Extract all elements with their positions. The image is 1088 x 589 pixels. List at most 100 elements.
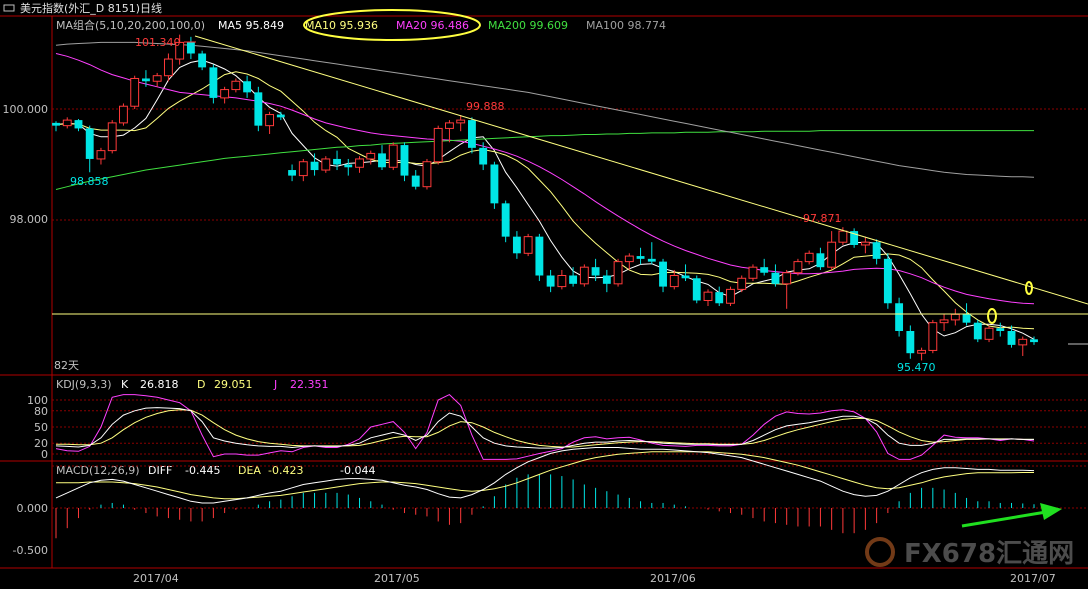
candle bbox=[276, 111, 285, 121]
candle bbox=[141, 70, 150, 87]
candle bbox=[400, 142, 409, 182]
candle bbox=[490, 161, 499, 209]
candle bbox=[557, 269, 567, 290]
kdj-j-value: 22.351 bbox=[290, 378, 329, 391]
candle bbox=[119, 103, 128, 126]
panel-frames bbox=[0, 15, 1088, 569]
kdj-tick: 80 bbox=[34, 405, 48, 418]
candle bbox=[220, 86, 230, 104]
ma-line-ma200 bbox=[55, 130, 1034, 190]
peak-may-label: 99.888 bbox=[466, 100, 505, 113]
candle bbox=[501, 200, 510, 243]
x-label-july: 2017/07 bbox=[1010, 572, 1056, 585]
trend-lines bbox=[52, 35, 1088, 345]
macd-diff-label: DIFF bbox=[148, 464, 172, 477]
candle bbox=[107, 120, 117, 154]
candle bbox=[771, 264, 780, 287]
kdj-legend: KDJ(9,3,3) K 26.818 D 29.051 J 22.351 bbox=[56, 378, 329, 391]
legend-ma10: MA10 95.936 bbox=[305, 19, 378, 32]
candle bbox=[209, 64, 218, 104]
macd-hist-value: -0.044 bbox=[340, 464, 375, 477]
days-label: 82天 bbox=[54, 359, 79, 372]
candle bbox=[85, 125, 94, 173]
candle bbox=[467, 117, 476, 154]
candle bbox=[973, 319, 982, 343]
candle bbox=[1007, 325, 1016, 348]
candle bbox=[782, 269, 792, 309]
candle bbox=[872, 239, 881, 265]
candle bbox=[737, 275, 747, 293]
candle bbox=[445, 120, 454, 143]
candle bbox=[613, 258, 623, 287]
watermark-text: FX678汇通网 bbox=[904, 539, 1074, 569]
ma-line-ma100 bbox=[55, 41, 1035, 178]
candle bbox=[298, 158, 308, 182]
candle bbox=[748, 264, 758, 282]
candle bbox=[760, 258, 769, 276]
arrow-head-icon bbox=[1040, 503, 1062, 520]
candle bbox=[333, 150, 341, 171]
candle bbox=[546, 269, 555, 293]
candle bbox=[591, 258, 600, 282]
macd-dea-value: -0.423 bbox=[268, 464, 303, 477]
high-label: 101.340 bbox=[135, 36, 181, 49]
candle bbox=[74, 118, 83, 132]
candle bbox=[715, 286, 724, 307]
price-annotations: 101.340 99.888 98.858 97.871 95.470 82天 bbox=[54, 36, 936, 374]
kdj-tick: 0 bbox=[41, 448, 48, 461]
candle bbox=[52, 121, 60, 132]
candle bbox=[366, 150, 376, 165]
mark-circle-2 bbox=[987, 308, 997, 324]
candle bbox=[243, 75, 252, 98]
x-label-april: 2017/04 bbox=[133, 572, 179, 585]
candle bbox=[917, 347, 927, 361]
title-bar: 美元指数(外汇_D 8151)日线 bbox=[0, 0, 1088, 16]
macd-tick-neg: -0.500 bbox=[13, 544, 48, 557]
macd-diff-value: -0.445 bbox=[185, 464, 220, 477]
candle bbox=[321, 156, 331, 173]
kdj-tick: 20 bbox=[34, 437, 48, 450]
window-icon[interactable] bbox=[3, 4, 15, 12]
candlesticks bbox=[52, 34, 1038, 361]
trend-arrow bbox=[961, 503, 1062, 528]
candle bbox=[433, 125, 443, 165]
candle bbox=[355, 156, 364, 173]
candle bbox=[378, 145, 386, 171]
kdj-line-d bbox=[56, 409, 1034, 448]
ma-line-ma5 bbox=[55, 59, 1035, 340]
window-title: 美元指数(外汇_D 8151)日线 bbox=[20, 1, 162, 15]
x-label-june: 2017/06 bbox=[650, 572, 696, 585]
candle bbox=[659, 258, 667, 293]
kdj-k-label: K bbox=[121, 378, 129, 391]
candle bbox=[636, 247, 645, 265]
candle bbox=[939, 314, 949, 331]
candle bbox=[479, 142, 488, 171]
candle bbox=[681, 264, 690, 282]
candle bbox=[793, 258, 803, 276]
macd-tick-0: 0.000 bbox=[17, 502, 49, 515]
candle bbox=[163, 53, 173, 82]
legend-ma20: MA20 96.486 bbox=[396, 19, 469, 32]
main-grid bbox=[52, 108, 1088, 221]
candle bbox=[535, 233, 544, 282]
kdj-tick: 100 bbox=[27, 394, 48, 407]
candle bbox=[569, 267, 578, 287]
candle bbox=[602, 269, 611, 293]
kdj-line-j bbox=[55, 393, 1035, 460]
y-tick-100: 100.000 bbox=[3, 103, 49, 116]
kdj-lines bbox=[55, 393, 1035, 460]
candle bbox=[512, 231, 521, 259]
candle bbox=[265, 111, 275, 134]
low-end-label: 95.470 bbox=[897, 361, 936, 374]
candle bbox=[310, 153, 319, 176]
candle bbox=[928, 319, 938, 354]
kdj-d-label: D bbox=[197, 378, 205, 391]
candle bbox=[62, 117, 72, 129]
candle bbox=[647, 242, 656, 265]
x-label-may: 2017/05 bbox=[374, 572, 420, 585]
candle bbox=[827, 231, 837, 270]
watermark: FX678汇通网 bbox=[865, 537, 1074, 569]
kdj-k-value: 26.818 bbox=[140, 378, 179, 391]
candle bbox=[523, 233, 533, 257]
